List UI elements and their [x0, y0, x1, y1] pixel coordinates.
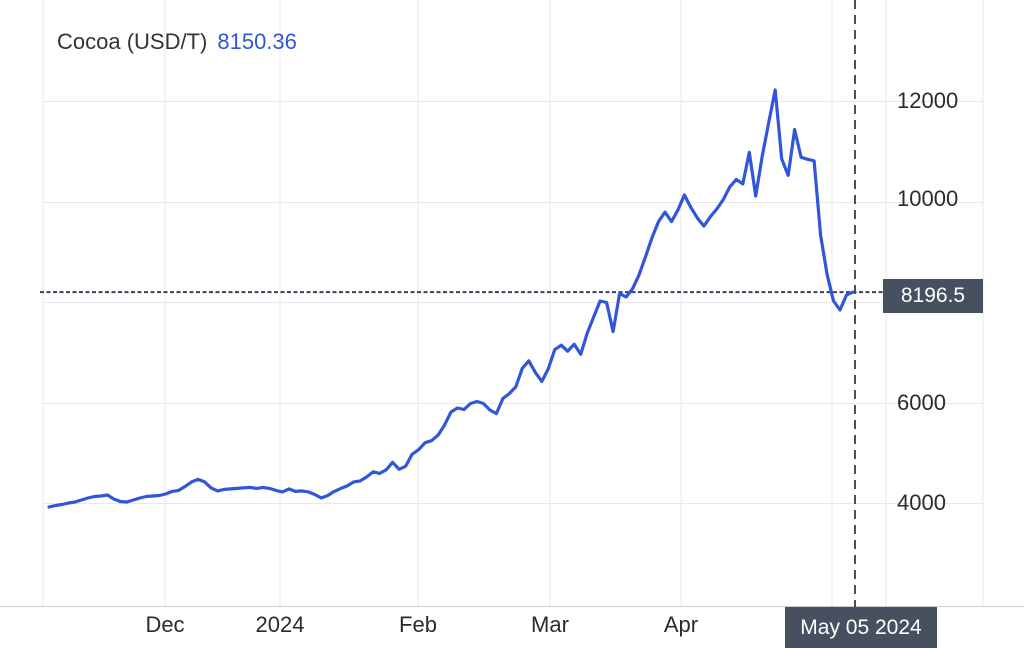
y-tick-label: 10000 — [897, 186, 959, 211]
x-tick-label: Dec — [145, 612, 185, 637]
x-tick-label: Mar — [531, 612, 569, 637]
x-tick-label: 2024 — [255, 612, 305, 637]
crosshair-price-label: 8196.5 — [900, 284, 966, 307]
y-tick-label: 12000 — [897, 88, 959, 113]
chart-header: Cocoa (USD/T) 8150.36 — [57, 29, 297, 55]
x-tick-label: Apr — [663, 612, 699, 637]
crosshair-date-badge: May 05 2024 — [785, 607, 937, 648]
price-line-series — [47, 88, 855, 509]
crosshair-date-label: May 05 2024 — [800, 615, 922, 639]
chart-last-value: 8150.36 — [217, 29, 297, 54]
chart-title: Cocoa (USD/T) — [57, 29, 208, 54]
y-tick-label: 6000 — [897, 390, 946, 415]
x-tick-label: Feb — [399, 612, 437, 637]
y-tick-label: 4000 — [897, 490, 946, 515]
crosshair-price-badge: 8196.5 — [883, 279, 983, 313]
